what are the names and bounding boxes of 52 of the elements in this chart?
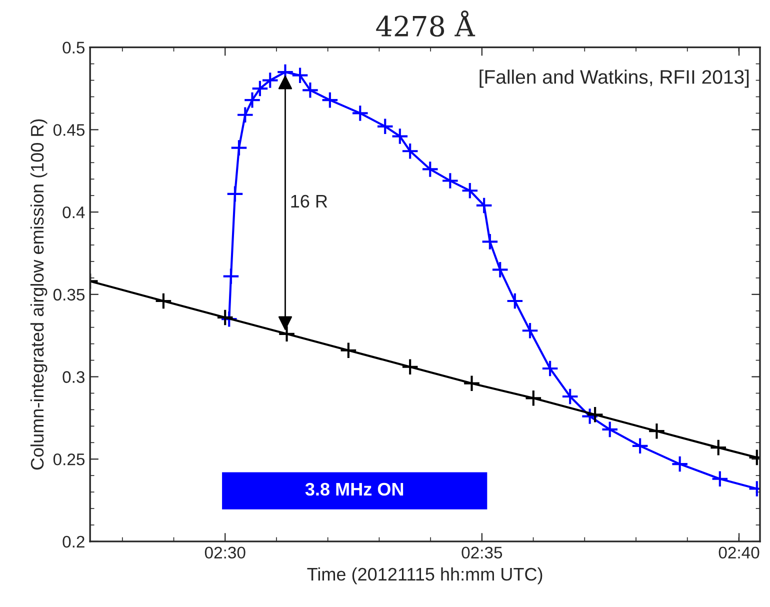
point <box>648 422 666 440</box>
point <box>463 374 480 392</box>
point <box>351 104 369 122</box>
point <box>601 420 619 438</box>
point <box>236 106 254 124</box>
point <box>421 160 439 178</box>
y-tick-label: 0.4 <box>62 206 85 218</box>
point <box>441 172 459 190</box>
point <box>216 308 234 326</box>
point <box>561 388 579 406</box>
point <box>491 261 509 278</box>
point <box>226 185 244 203</box>
point <box>671 455 689 473</box>
point <box>711 470 729 488</box>
point <box>230 139 248 156</box>
point <box>340 342 358 360</box>
x-tick-label: 02:30 <box>204 546 246 559</box>
point <box>291 66 309 84</box>
point <box>154 292 172 310</box>
y-tick-label: 0.5 <box>62 42 85 54</box>
point <box>220 310 238 328</box>
annotation: 16 R <box>291 194 328 208</box>
point <box>581 408 598 425</box>
point <box>586 406 604 424</box>
point <box>401 358 419 376</box>
y-tick-label: 0.3 <box>62 371 84 383</box>
point <box>475 196 493 214</box>
band-label: 3.8 MHz ON <box>305 482 404 496</box>
point <box>401 142 419 160</box>
chart-title: 4278 Å <box>376 10 476 37</box>
point <box>321 91 339 109</box>
y-axis-title: Column-integrated airglow emission (100 R) <box>30 119 48 470</box>
y-tick-label: 0.45 <box>53 124 85 136</box>
point <box>302 81 319 99</box>
point <box>391 128 409 145</box>
y-tick-label: 0.2 <box>62 536 84 548</box>
point <box>541 360 559 378</box>
point <box>524 389 542 407</box>
point <box>710 438 728 456</box>
point <box>222 268 240 285</box>
point <box>506 292 524 310</box>
point <box>461 182 479 200</box>
x-tick-label: 02:35 <box>462 546 502 559</box>
annotation: [Fallen and Watkins, RFII 2013] <box>480 70 749 88</box>
point <box>521 322 539 340</box>
point <box>481 233 499 250</box>
point <box>376 118 394 136</box>
point <box>631 437 649 455</box>
y-tick-label: 0.35 <box>53 288 85 301</box>
y-tick-label: 0.25 <box>53 453 85 466</box>
x-tick-label: 02:40 <box>718 546 760 559</box>
x-axis-title: Time (20121115 hh:mm UTC) <box>307 567 542 584</box>
